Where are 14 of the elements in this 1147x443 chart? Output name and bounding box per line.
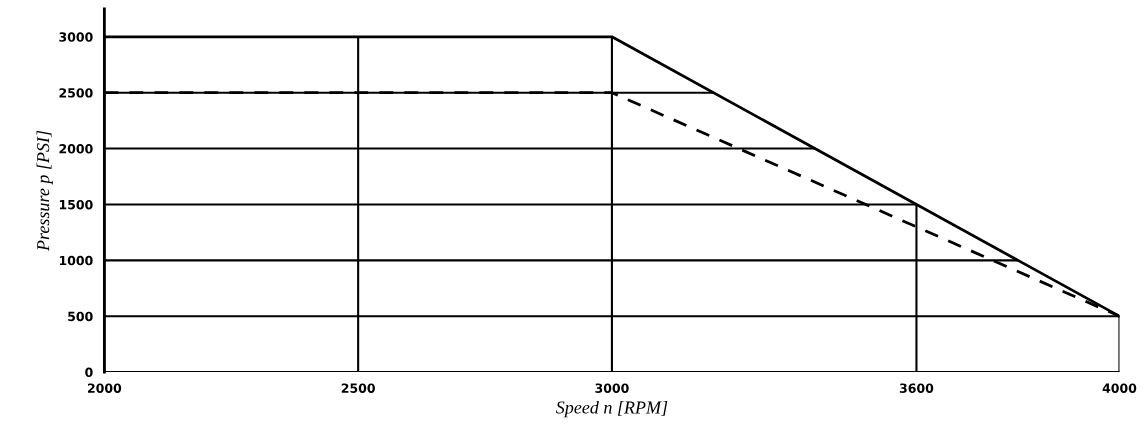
x-tick-label: 2500 xyxy=(341,383,375,393)
x-tick-label: 3600 xyxy=(899,383,934,393)
y-tick-label: 2000 xyxy=(59,144,93,154)
x-axis-title: Speed n [RPM] xyxy=(555,400,668,418)
y-tick-label: 2500 xyxy=(59,88,93,98)
x-tick-label: 2000 xyxy=(87,383,122,393)
x-tick-label: 3000 xyxy=(595,383,629,393)
x-tick-label: 4000 xyxy=(1102,383,1137,393)
y-axis-title: Pressure p [PSI] xyxy=(36,130,53,252)
y-tick-label: 3000 xyxy=(59,32,93,42)
y-tick-label: 500 xyxy=(68,311,93,322)
y-tick-label: 1500 xyxy=(59,199,93,210)
y-tick-label: 1000 xyxy=(59,255,93,266)
y-tick-label: 0 xyxy=(85,367,93,378)
